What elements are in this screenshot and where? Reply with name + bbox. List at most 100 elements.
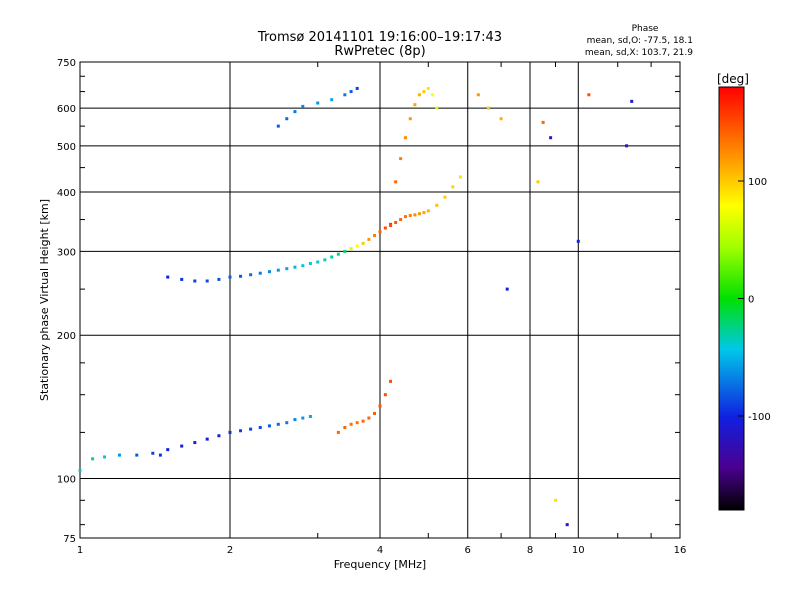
data-point <box>413 103 417 107</box>
data-point <box>417 93 421 97</box>
data-point <box>343 93 347 97</box>
y-tick-label: 400 <box>57 188 76 199</box>
data-point <box>316 101 320 105</box>
data-point <box>217 434 221 438</box>
data-point <box>361 419 365 423</box>
data-point <box>330 98 334 102</box>
data-point <box>378 230 382 234</box>
y-tick-label: 500 <box>57 142 76 153</box>
data-point <box>422 90 426 94</box>
data-point <box>276 124 280 128</box>
data-point <box>103 455 107 459</box>
y-axis-label: Stationary phase Virtual Height [km] <box>38 199 51 401</box>
data-point <box>435 106 439 110</box>
colorbar-tick-label: 100 <box>748 177 767 188</box>
data-point <box>426 209 430 213</box>
data-point <box>399 157 403 161</box>
data-point <box>239 429 243 433</box>
data-point <box>373 411 377 415</box>
data-point <box>373 234 377 238</box>
y-tick-label: 200 <box>57 331 76 342</box>
data-point <box>330 255 334 259</box>
data-point <box>166 275 170 279</box>
data-point <box>536 180 540 184</box>
data-point <box>349 90 353 94</box>
data-point <box>355 244 359 248</box>
y-tick-label: 750 <box>57 58 76 69</box>
data-point <box>403 136 407 140</box>
colorbar: [deg] 100 0 -100 <box>717 72 771 511</box>
x-tick-label: 2 <box>227 545 233 556</box>
data-point <box>316 260 320 264</box>
data-point <box>408 117 412 121</box>
data-point <box>285 421 289 425</box>
data-point <box>367 237 371 241</box>
data-point <box>587 93 591 97</box>
data-point <box>193 441 197 445</box>
data-point <box>276 422 280 426</box>
data-point <box>361 241 365 245</box>
data-point <box>151 451 155 455</box>
data-point <box>394 180 398 184</box>
data-point <box>117 453 121 457</box>
data-point <box>293 418 297 422</box>
stats-o-line: mean, sd,O: -77.5, 18.1 <box>587 36 693 46</box>
data-point <box>413 213 417 217</box>
data-point <box>249 273 253 277</box>
x-axis-label: Frequency [MHz] <box>334 558 426 571</box>
data-point <box>553 498 557 502</box>
data-point <box>349 422 353 426</box>
data-point <box>349 247 353 251</box>
data-point <box>193 279 197 283</box>
data-point <box>389 379 393 383</box>
x-tick-label: 4 <box>377 545 383 556</box>
data-point <box>458 175 462 179</box>
data-point <box>308 414 312 418</box>
data-point <box>91 457 95 461</box>
y-tick-label: 600 <box>57 104 76 115</box>
data-point <box>293 110 297 114</box>
x-tick-label: 16 <box>674 545 687 556</box>
data-point <box>399 218 403 222</box>
data-point <box>258 271 262 275</box>
data-point <box>180 277 184 281</box>
data-point <box>267 270 271 274</box>
data-point <box>505 287 509 291</box>
data-point <box>565 523 569 527</box>
data-point <box>383 393 387 397</box>
x-tick-label: 6 <box>465 545 471 556</box>
stats-title: Phase <box>632 24 659 34</box>
data-point <box>343 249 347 253</box>
data-point <box>267 424 271 428</box>
stats-x-line: mean, sd,X: 103.7, 21.9 <box>585 48 693 58</box>
data-point <box>301 264 305 268</box>
data-point <box>336 252 340 256</box>
data-point <box>394 221 398 225</box>
data-point <box>476 93 480 97</box>
data-point <box>625 144 629 148</box>
data-point <box>451 185 455 189</box>
data-point <box>78 468 82 472</box>
data-point <box>239 274 243 278</box>
data-point <box>323 258 327 262</box>
data-point <box>180 444 184 448</box>
data-point <box>630 99 634 103</box>
x-tick-label: 1 <box>77 545 83 556</box>
data-point <box>355 86 359 90</box>
y-tick-label: 100 <box>57 475 76 486</box>
data-point <box>158 453 162 457</box>
data-point <box>403 215 407 219</box>
minor-ticks <box>80 62 680 538</box>
data-point <box>443 195 447 199</box>
chart-subtitle: RwPretec (8p) <box>334 44 425 59</box>
y-tick-labels: 75 100 200 300 400 500 600 750 <box>57 58 76 545</box>
x-tick-labels: 1 2 4 6 8 10 16 <box>77 545 687 556</box>
plot-area: 1 2 4 6 8 10 16 75 100 200 300 400 500 600 750 <box>57 58 686 556</box>
data-point <box>389 224 393 228</box>
data-point <box>549 136 553 140</box>
data-point <box>417 212 421 216</box>
data-point <box>541 120 545 124</box>
colorbar-tick-label: 0 <box>748 295 754 306</box>
data-point <box>249 427 253 431</box>
data-point <box>367 416 371 420</box>
